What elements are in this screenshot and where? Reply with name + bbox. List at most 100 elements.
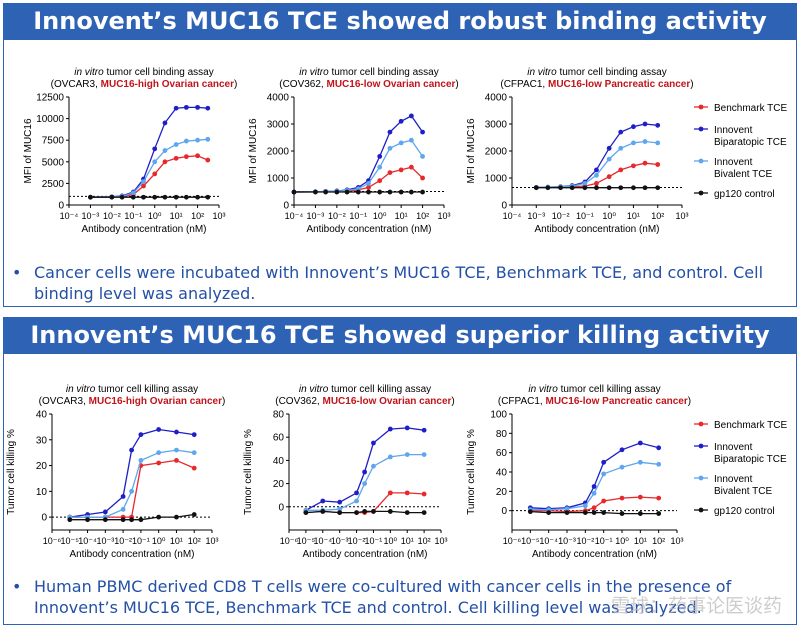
x-tick-label: 10¹ <box>627 211 640 221</box>
y-tick-label: 0 <box>501 506 507 517</box>
data-point <box>183 138 189 144</box>
x-tick-label: 10⁻¹ <box>576 211 594 221</box>
data-point <box>141 194 146 200</box>
x-tick-label: 10⁻⁶ <box>43 536 62 546</box>
data-point <box>320 498 326 504</box>
data-point <box>195 137 200 143</box>
x-tick-label: 10⁻³ <box>331 536 349 546</box>
data-point <box>129 517 134 523</box>
y-tick-label: 3000 <box>485 120 508 131</box>
y-tick-label: 40 <box>273 456 285 467</box>
data-point <box>408 137 414 143</box>
data-point <box>387 145 393 151</box>
x-axis-label: Antibody concentration (nM) <box>69 549 194 560</box>
legend-label: Biparatopic TCE <box>714 137 787 148</box>
data-point <box>594 167 599 173</box>
y-tick-label: 80 <box>496 429 508 440</box>
data-point <box>569 185 575 191</box>
data-point <box>377 178 383 184</box>
data-point <box>320 509 326 514</box>
x-tick-label: 10³ <box>434 536 447 546</box>
data-point <box>152 146 158 152</box>
legend-label: Innovent <box>714 157 753 168</box>
x-tick-label: 10² <box>652 536 665 546</box>
y-tick-label: 40 <box>36 410 48 421</box>
x-axis-label: Antibody concentration (nM) <box>534 224 659 235</box>
x-tick-label: 10⁻¹ <box>365 536 383 546</box>
title-rest: tumor cell binding assay <box>104 67 214 78</box>
data-point <box>601 471 607 477</box>
data-point <box>366 185 371 190</box>
data-point <box>377 189 383 195</box>
data-point <box>582 181 588 186</box>
data-point <box>334 189 340 195</box>
y-tick-label: 20 <box>36 461 48 472</box>
data-point <box>191 465 197 471</box>
data-point <box>387 454 393 460</box>
subtitle-part: ) <box>690 79 693 90</box>
x-tick-label: 10⁻² <box>348 536 366 546</box>
data-point <box>354 510 359 515</box>
x-tick-label: 10² <box>651 211 664 221</box>
data-point <box>162 159 168 165</box>
data-point <box>637 459 643 465</box>
chart-title: in vitro tumor cell binding assay <box>299 67 439 78</box>
y-tick-label: 2000 <box>267 147 290 158</box>
data-point <box>606 156 612 162</box>
data-point <box>120 506 126 512</box>
data-point <box>174 514 179 520</box>
chart-subtitle: (COV362, MUC16-low Ovarian cancer) <box>279 79 459 90</box>
x-tick-label: 10⁻³ <box>558 536 576 546</box>
legend-label: Biparatopic TCE <box>714 454 787 465</box>
y-tick-label: 3000 <box>267 120 290 131</box>
data-point <box>120 517 126 523</box>
data-point <box>120 494 126 499</box>
x-tick-label: 10² <box>416 211 429 221</box>
data-point <box>205 194 211 200</box>
killing-section-title: Innovent’s MUC16 TCE showed superior kil… <box>4 318 796 354</box>
series-line <box>305 427 425 511</box>
data-point <box>404 490 410 496</box>
data-point <box>564 510 570 515</box>
title-rest: tumor cell binding assay <box>557 67 667 78</box>
x-tick-label: 10¹ <box>170 536 183 546</box>
legend-marker <box>698 104 704 110</box>
data-point <box>102 517 108 523</box>
data-point <box>354 498 359 504</box>
data-point <box>408 113 414 119</box>
data-point <box>152 159 158 165</box>
data-point <box>631 124 636 130</box>
data-point <box>377 164 383 170</box>
x-tick-label: 10⁰ <box>615 536 629 546</box>
x-tick-label: 10⁻³ <box>96 536 114 546</box>
binding-charts: in vitro tumor cell binding assay(OVCAR3… <box>23 67 788 235</box>
x-tick-label: 10⁻¹ <box>349 211 367 221</box>
data-point <box>420 129 425 135</box>
data-point <box>174 458 179 463</box>
y-tick-label: 2500 <box>42 179 65 190</box>
subtitle-part: (CFPAC1, <box>500 79 548 90</box>
legend-label: Innovent <box>714 442 753 453</box>
y-tick-label: 10000 <box>36 114 64 125</box>
data-point <box>141 183 146 189</box>
x-tick-label: 10¹ <box>634 536 647 546</box>
title-italic: in vitro <box>528 384 558 395</box>
y-axis-label: MFI of MUC16 <box>466 118 477 183</box>
data-point <box>362 469 368 475</box>
data-point <box>618 167 624 173</box>
chart-subtitle: (OVCAR3, MUC16-high Ovarian cancer) <box>39 396 226 407</box>
chart-subtitle: (CFPAC1, MUC16-low Pancreatic cancer) <box>500 79 693 90</box>
x-tick-label: 10⁻² <box>552 211 570 221</box>
y-axis-label: Tumor cell killing % <box>466 429 477 515</box>
x-tick-label: 10² <box>191 211 204 221</box>
data-point <box>408 164 414 170</box>
data-point <box>371 463 376 469</box>
data-point <box>162 194 168 200</box>
data-point <box>591 505 597 511</box>
data-point <box>371 440 376 446</box>
subtitle-part: MUC16-high Ovarian cancer <box>89 396 222 407</box>
title-italic: in vitro <box>527 67 557 78</box>
legend-label: Bivalent TCE <box>714 169 773 180</box>
legend-label: Bivalent TCE <box>714 486 773 497</box>
